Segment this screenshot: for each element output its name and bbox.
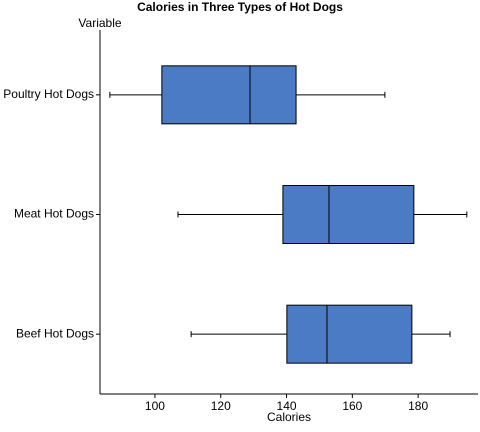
x-axis-label: Calories [267,410,311,424]
y-tick-label: Meat Hot Dogs [14,207,94,221]
x-tick-label: 120 [211,399,231,413]
x-tick-label: 180 [408,399,428,413]
box [286,304,413,364]
y-axis-label: Variable [78,16,121,30]
x-tick-label: 160 [342,399,362,413]
y-tick-label: Beef Hot Dogs [16,326,94,340]
x-tick-label: 100 [145,399,165,413]
chart-title: Calories in Three Types of Hot Dogs [137,0,343,14]
box [282,185,415,244]
x-tick-label: 140 [277,399,297,413]
y-tick-label: Poultry Hot Dogs [3,87,94,101]
box [161,65,297,125]
